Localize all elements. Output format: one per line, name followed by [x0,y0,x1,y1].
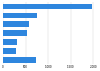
Bar [3,12,37,18]
Bar [3,48,16,54]
Bar [3,57,36,63]
Bar [3,21,29,27]
Bar [3,4,92,9]
Bar [3,39,17,45]
Bar [3,30,27,36]
